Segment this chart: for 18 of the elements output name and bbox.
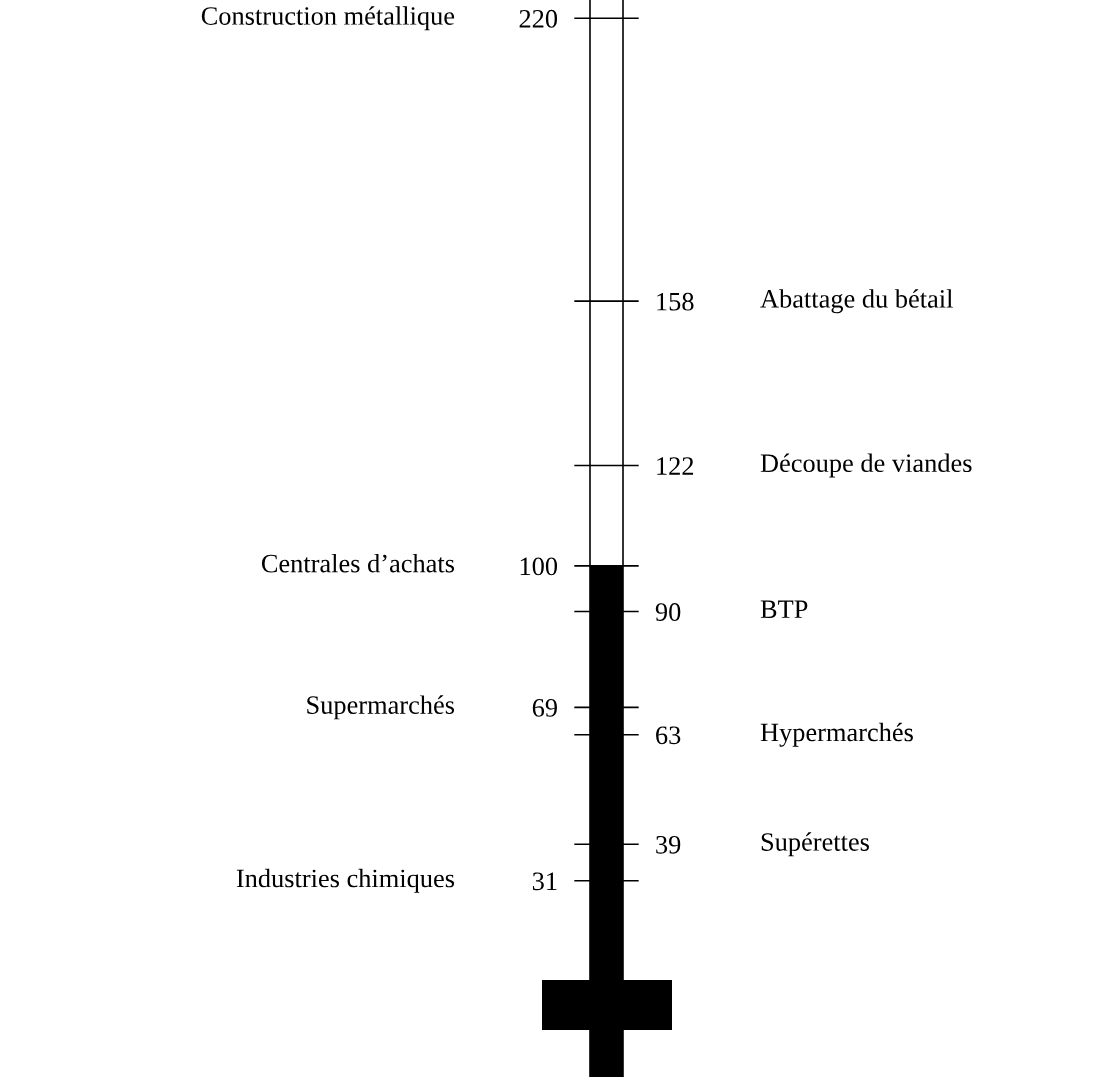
y2-tick-label: 90	[655, 603, 681, 621]
text: Supérettes	[761, 832, 869, 857]
y-tick-label: 220	[519, 9, 558, 28]
y2-tick-label: 39	[656, 835, 681, 854]
text: Centrales d’achats	[261, 553, 455, 573]
text: Abattage du bétail	[760, 289, 953, 314]
text: Supermarchés	[307, 695, 455, 720]
text: Construction métallique	[201, 6, 455, 31]
y2-tick-label: 122	[657, 457, 694, 475]
text: Industries chimiques	[236, 868, 455, 893]
y-tick-label: 100	[520, 557, 558, 576]
text: Découpe de viandes	[760, 453, 972, 478]
y-tick-label: 31	[532, 872, 557, 891]
y-tick-label: 69	[532, 699, 557, 717]
y2-tick-label: 63	[656, 726, 681, 745]
text: Hypermarchés	[760, 722, 913, 747]
y2-tick-label: 158	[657, 292, 694, 311]
text: BTP	[760, 600, 808, 618]
